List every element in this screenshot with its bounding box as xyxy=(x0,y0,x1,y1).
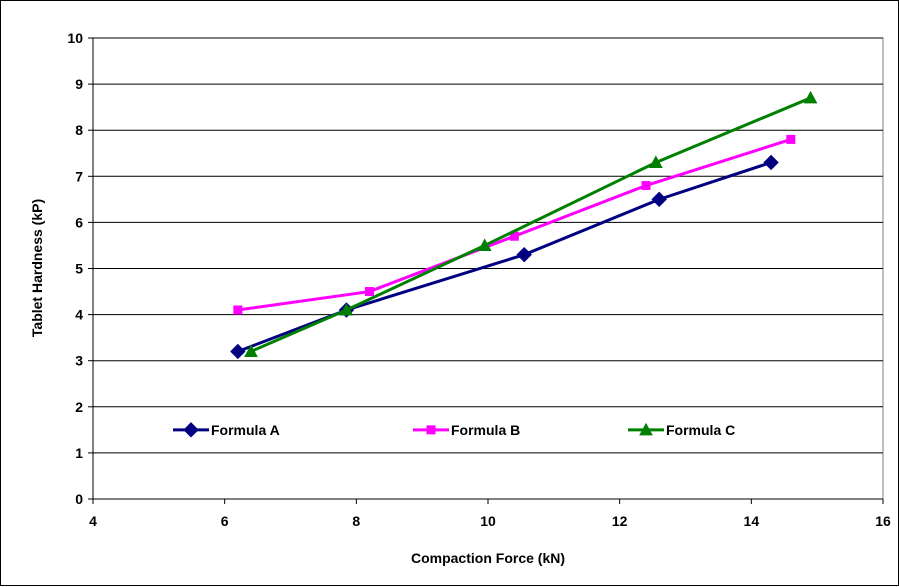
data-point-formula-a xyxy=(763,154,779,171)
data-point-formula-b xyxy=(786,134,796,144)
legend-label-formula-c: Formula C xyxy=(666,422,735,438)
x-tick-label: 8 xyxy=(352,513,360,529)
y-tick-label: 0 xyxy=(75,491,83,507)
x-tick-label: 4 xyxy=(89,513,97,529)
y-tick-label: 9 xyxy=(75,76,83,92)
legend-item-formula-b: Formula B xyxy=(413,422,520,438)
y-tick-label: 10 xyxy=(67,30,83,46)
data-point-formula-c xyxy=(649,155,663,168)
legend-item-formula-c: Formula C xyxy=(628,422,735,438)
x-tick-label: 6 xyxy=(221,513,229,529)
x-tick-label: 10 xyxy=(480,513,496,529)
x-tick-label: 16 xyxy=(875,513,891,529)
y-tick-label: 8 xyxy=(75,122,83,138)
gridlines xyxy=(93,37,883,454)
y-tick-label: 6 xyxy=(75,214,83,230)
y-tick-label: 2 xyxy=(75,399,83,415)
x-tick-label: 14 xyxy=(744,513,760,529)
legend: Formula A Formula B Formula C xyxy=(173,422,735,438)
series-formula-c xyxy=(244,90,818,357)
y-tick-label: 3 xyxy=(75,353,83,369)
legend-label-formula-b: Formula B xyxy=(451,422,520,438)
data-point-formula-c xyxy=(477,238,492,251)
data-point-formula-a xyxy=(651,191,667,208)
y-tick-label: 1 xyxy=(75,445,83,461)
data-point-formula-b xyxy=(233,305,243,315)
data-point-formula-a xyxy=(516,246,532,263)
data-point-formula-c xyxy=(803,90,818,104)
legend-item-formula-a: Formula A xyxy=(173,422,280,438)
y-tick-label: 4 xyxy=(75,307,83,323)
data-point-formula-c xyxy=(244,344,258,357)
data-point-formula-b xyxy=(641,181,651,191)
x-tick-label: 12 xyxy=(612,513,628,529)
x-axis-title: Compaction Force (kN) xyxy=(411,550,565,566)
legend-marker-formula-c xyxy=(639,422,653,436)
data-point-formula-b xyxy=(365,287,374,297)
y-tick-label: 7 xyxy=(75,168,83,184)
data-point-formula-c xyxy=(339,302,354,316)
data-point-formula-a xyxy=(230,343,246,360)
series-layer xyxy=(230,90,818,360)
legend-marker-formula-a xyxy=(183,422,199,438)
y-tick-label: 5 xyxy=(75,261,83,277)
legend-label-formula-a: Formula A xyxy=(211,422,280,438)
y-axis-title: Tablet Hardness (kP) xyxy=(29,199,45,337)
legend-marker-formula-b xyxy=(426,425,436,435)
series-formula-b xyxy=(233,134,796,315)
